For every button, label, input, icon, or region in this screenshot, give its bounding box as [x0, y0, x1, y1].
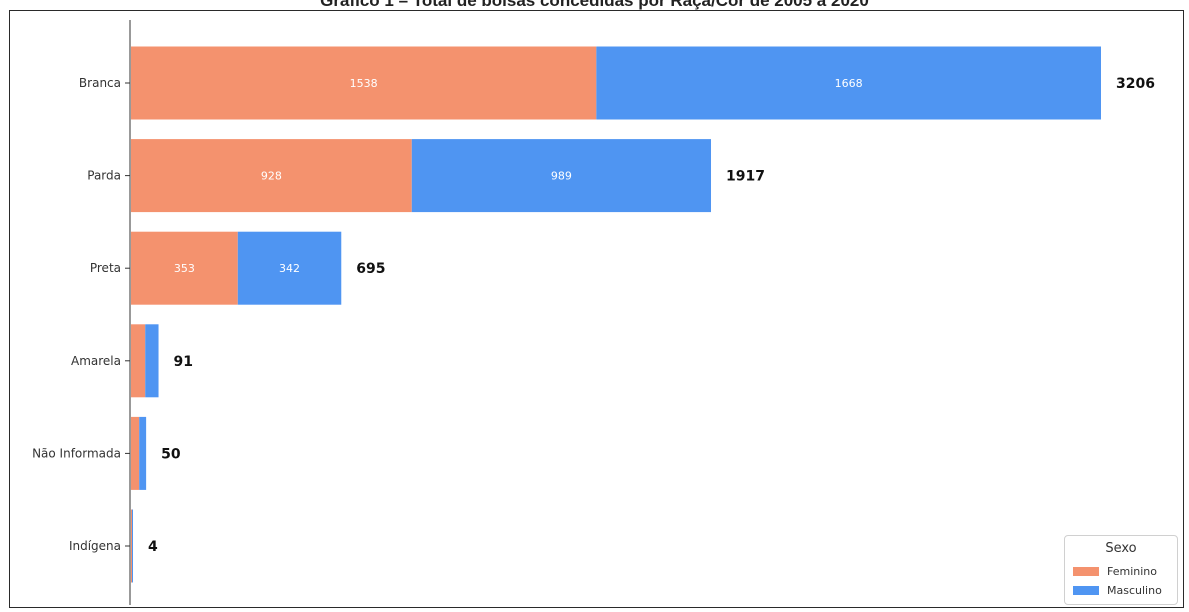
bar-masculino-branca	[596, 46, 1101, 120]
data-label-feminino-preta: 353	[174, 262, 195, 275]
bar-feminino-indigena	[131, 509, 132, 583]
total-label-nao-informada: 50	[161, 446, 181, 462]
bar-masculino-nao-informada	[139, 416, 147, 490]
total-label-parda: 1917	[726, 169, 765, 185]
y-tick-label-branca: Branca	[79, 76, 121, 90]
legend-label-masculino: Masculino	[1107, 583, 1162, 597]
bar-masculino-amarela	[145, 324, 159, 398]
data-label-feminino-parda: 928	[261, 170, 282, 183]
y-tick-label-amarela: Amarela	[71, 354, 121, 368]
bar-masculino-preta	[237, 231, 342, 305]
bar-feminino-amarela	[131, 324, 146, 398]
plot-frame	[9, 10, 1184, 608]
legend-label-feminino: Feminino	[1107, 564, 1157, 578]
chart-title: Gráfico 1 – Total de bolsas concedidas p…	[320, 0, 869, 10]
total-label-indigena: 4	[148, 539, 158, 555]
y-tick-label-nao-informada: Não Informada	[32, 446, 121, 460]
bars-group	[131, 46, 1101, 583]
legend-swatch-feminino	[1073, 566, 1099, 576]
legend: Sexo Feminino Masculino	[1064, 535, 1178, 605]
data-label-masculino-branca: 1668	[835, 77, 863, 90]
y-tick-label-preta: Preta	[90, 261, 121, 275]
bar-feminino-preta	[131, 231, 238, 305]
legend-title: Sexo	[1105, 541, 1137, 556]
bar-feminino-branca	[131, 46, 597, 120]
legend-item-feminino: Feminino	[1073, 563, 1157, 579]
total-label-branca: 3206	[1116, 76, 1155, 92]
data-label-feminino-branca: 1538	[350, 77, 378, 90]
bar-feminino-nao-informada	[131, 416, 140, 490]
total-label-preta: 695	[356, 261, 385, 277]
y-tick-label-indigena: Indígena	[69, 539, 121, 553]
legend-swatch-masculino	[1073, 585, 1099, 595]
bar-masculino-parda	[411, 139, 712, 213]
bar-masculino-indigena	[132, 509, 133, 583]
data-label-masculino-preta: 342	[279, 262, 300, 275]
labels-group: Branca 1538 1668 3206 Parda 928 989 1917 Preta 35…	[32, 76, 1155, 555]
legend-item-masculino: Masculino	[1073, 582, 1162, 598]
bar-feminino-parda	[131, 139, 412, 213]
total-label-amarela: 91	[174, 354, 193, 370]
y-tick-label-parda: Parda	[87, 169, 121, 183]
data-label-masculino-parda: 989	[551, 170, 572, 183]
